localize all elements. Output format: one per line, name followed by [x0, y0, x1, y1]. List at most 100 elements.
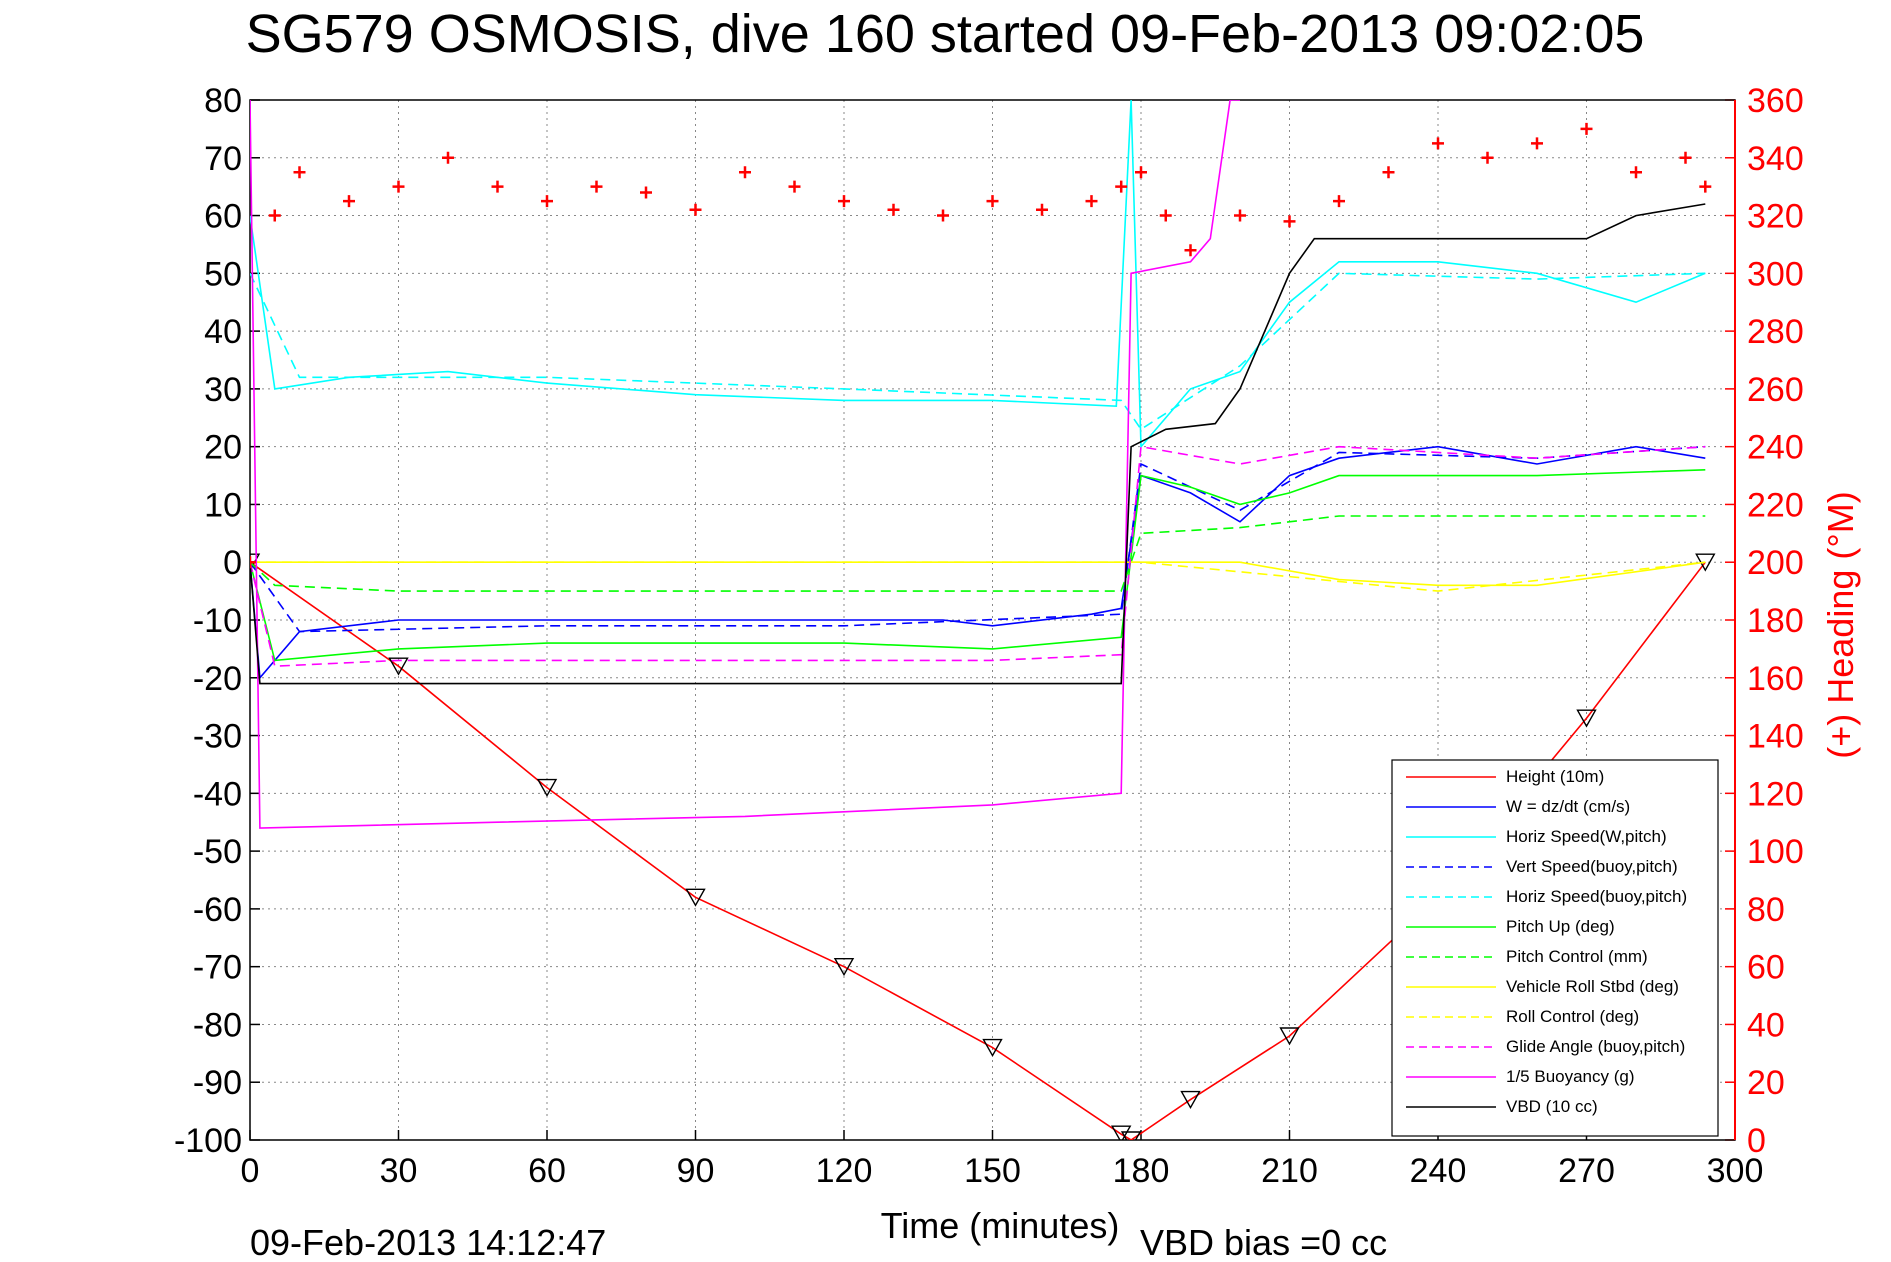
heading-point — [392, 180, 405, 193]
heading-point — [268, 209, 281, 222]
heading-point — [1135, 166, 1147, 179]
heading-point — [1382, 166, 1395, 179]
heading-point — [491, 180, 504, 193]
series-line-6 — [250, 515, 1706, 592]
y-right-tick-label: 100 — [1747, 833, 1804, 871]
y-right-tick-label: 120 — [1747, 775, 1804, 813]
series-line-3 — [250, 445, 1706, 633]
heading-point — [986, 195, 999, 208]
y-tick-label: -90 — [193, 1064, 242, 1102]
legend-entry: Pitch Control (mm) — [1506, 947, 1648, 966]
heading-point — [1432, 137, 1444, 150]
y-axis-right-label: (+) Heading (°M) — [1820, 491, 1861, 758]
heading-point — [1184, 244, 1197, 257]
heading-point — [1234, 209, 1246, 222]
x-tick-label: 30 — [380, 1152, 418, 1190]
y-tick-label: -40 — [193, 775, 242, 813]
height-marker — [1180, 1090, 1201, 1109]
heading-point — [838, 195, 850, 208]
y-right-tick-label: 320 — [1747, 198, 1804, 236]
y-right-tick-label: 300 — [1747, 255, 1804, 293]
y-tick-label: 40 — [204, 313, 242, 351]
x-tick-label: 60 — [528, 1152, 566, 1190]
y-tick-label: 20 — [204, 429, 242, 467]
heading-point — [442, 151, 454, 164]
legend-entry: Vehicle Roll Stbd (deg) — [1506, 977, 1679, 996]
series-line-2 — [250, 100, 1706, 449]
y-right-tick-label: 280 — [1747, 313, 1804, 351]
y-tick-label: 70 — [204, 140, 242, 178]
y-right-tick-label: 20 — [1747, 1064, 1785, 1102]
y-tick-label: -70 — [193, 949, 242, 987]
x-axis: 0 30 60 90 120 150 180 210 240 270 300 — [241, 1152, 1764, 1190]
y-right-tick-label: 260 — [1747, 371, 1804, 409]
heading-point — [1085, 195, 1098, 208]
series-line-8 — [250, 561, 1706, 592]
x-tick-label: 270 — [1558, 1152, 1615, 1190]
heading-point — [1630, 166, 1642, 179]
chart-title: SG579 OSMOSIS, dive 160 started 09-Feb-2… — [246, 4, 1645, 64]
y-tick-label: 50 — [204, 255, 242, 293]
x-tick-label: 300 — [1707, 1152, 1764, 1190]
heading-point — [1699, 180, 1712, 193]
heading-point — [739, 166, 751, 179]
y-tick-label: -80 — [193, 1006, 242, 1044]
height-marker — [1111, 1125, 1132, 1140]
y-right-tick-label: 220 — [1747, 486, 1804, 524]
x-tick-label: 90 — [677, 1152, 715, 1190]
legend-entry: VBD (10 cc) — [1506, 1097, 1598, 1116]
y-tick-label: 80 — [204, 82, 242, 120]
x-tick-label: 210 — [1261, 1152, 1318, 1190]
y-tick-label: -100 — [174, 1122, 242, 1160]
y-tick-label: -20 — [193, 660, 242, 698]
x-tick-label: 240 — [1410, 1152, 1467, 1190]
x-axis-label: Time (minutes) — [881, 1205, 1120, 1246]
heading-point — [541, 195, 553, 208]
legend-entry: W = dz/dt (cm/s) — [1506, 797, 1630, 816]
y-tick-label: 0 — [223, 544, 242, 582]
y-tick-label: 10 — [204, 486, 242, 524]
x-tick-label: 150 — [964, 1152, 1021, 1190]
series-line-4 — [250, 272, 1706, 431]
series-line-7 — [250, 561, 1706, 587]
y-tick-label: -50 — [193, 833, 242, 871]
x-tick-label: 0 — [241, 1152, 260, 1190]
heading-point — [1580, 122, 1593, 135]
y-right-tick-label: 340 — [1747, 140, 1804, 178]
heading-point — [250, 556, 256, 569]
y-right-tick-label: 360 — [1747, 82, 1804, 120]
y-tick-label: -10 — [193, 602, 242, 640]
y-right-tick-label: 200 — [1747, 544, 1804, 582]
y-tick-label: 30 — [204, 371, 242, 409]
legend-entry: Pitch Up (deg) — [1506, 917, 1615, 936]
heading-point — [1115, 180, 1128, 193]
height-marker — [1120, 1131, 1142, 1140]
heading-point — [689, 203, 702, 216]
heading-point — [1159, 209, 1172, 222]
heading-point — [1481, 151, 1494, 164]
height-marker — [1279, 1027, 1300, 1046]
series-line-9 — [250, 445, 1706, 668]
heading-point — [640, 186, 652, 199]
heading-point — [293, 166, 306, 179]
y-axis-right: 3603403203002802602402202001801601401201… — [1747, 82, 1804, 1160]
heading-point — [788, 180, 801, 193]
y-tick-label: 60 — [204, 198, 242, 236]
height-marker — [536, 778, 558, 797]
height-marker — [388, 657, 409, 676]
footer-timestamp: 09-Feb-2013 14:12:47 — [250, 1222, 606, 1262]
x-tick-label: 180 — [1113, 1152, 1170, 1190]
y-right-tick-label: 240 — [1747, 429, 1804, 467]
y-right-tick-label: 40 — [1747, 1006, 1785, 1044]
legend-entry: Vert Speed(buoy,pitch) — [1506, 857, 1678, 876]
heading-point — [1679, 151, 1692, 164]
y-right-tick-label: 180 — [1747, 602, 1804, 640]
heading-point — [887, 203, 900, 216]
height-marker — [1576, 709, 1597, 728]
legend-box — [1391, 759, 1719, 1137]
legend-entry: Glide Angle (buoy,pitch) — [1506, 1037, 1685, 1056]
y-right-tick-label: 60 — [1747, 949, 1785, 987]
series-line-11 — [250, 203, 1706, 685]
heading-point — [1531, 137, 1543, 150]
heading-point — [1283, 215, 1296, 228]
